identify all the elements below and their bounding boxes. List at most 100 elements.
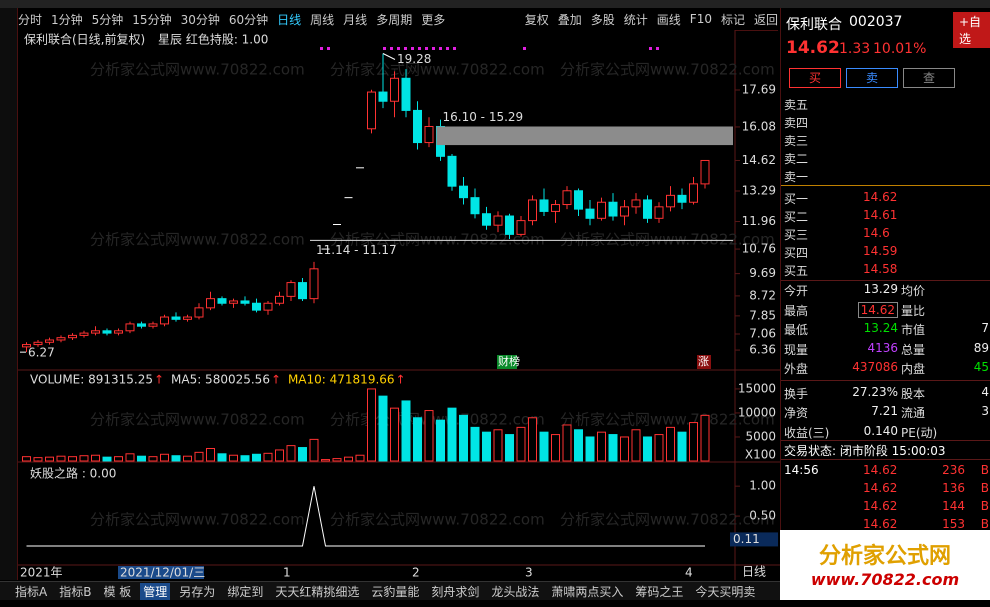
tab[interactable]: 今天买明卖 bbox=[695, 584, 756, 599]
tool-button[interactable]: 叠加 bbox=[557, 12, 582, 27]
volume-bar bbox=[597, 431, 606, 462]
tab[interactable]: 指标A bbox=[15, 584, 48, 599]
stat-label: 收益(三) bbox=[784, 425, 830, 440]
tab[interactable]: 模 板 bbox=[103, 584, 132, 599]
candle-body bbox=[643, 199, 652, 219]
stat-value: 13.24 bbox=[863, 321, 898, 335]
tool-button[interactable]: 标记 bbox=[720, 12, 745, 27]
tool-button[interactable]: 多股 bbox=[590, 12, 615, 27]
tab[interactable]: 管理 bbox=[140, 582, 171, 600]
trade-button[interactable]: 查 bbox=[903, 68, 955, 88]
volume-bar bbox=[91, 454, 100, 462]
volume-bar bbox=[493, 429, 503, 462]
volume-bar bbox=[298, 447, 307, 462]
stat-value: 45 bbox=[973, 360, 989, 374]
candle-body bbox=[574, 190, 583, 210]
candle-body bbox=[194, 307, 204, 318]
candle-body bbox=[217, 298, 227, 304]
quote-panel: 保利联合 002037 +自选 14.62 1.33 10.01% 买卖查卖五 卖四 卖三 卖二卖… bbox=[780, 8, 990, 600]
tab[interactable]: 天天红精挑细选 bbox=[275, 584, 360, 599]
legend-arrow: ↑ bbox=[154, 373, 164, 387]
period-button[interactable]: 更多 bbox=[421, 12, 446, 27]
stat-value: 27.23% bbox=[852, 384, 898, 399]
tab[interactable]: 指标B bbox=[59, 584, 92, 599]
period-button[interactable]: 分时 bbox=[18, 12, 43, 27]
tab[interactable]: 绑定到 bbox=[227, 584, 264, 599]
tool-button[interactable]: 画线 bbox=[656, 12, 681, 27]
tab[interactable]: 筹码之王 bbox=[635, 584, 684, 599]
volume-bar bbox=[654, 434, 664, 462]
trade-button[interactable]: 卖 bbox=[846, 68, 898, 88]
volume-bar bbox=[367, 388, 376, 462]
trade-button[interactable]: 买 bbox=[789, 68, 841, 88]
y-tick-label: 17.69 bbox=[742, 82, 776, 96]
period-button[interactable]: 30分钟 bbox=[180, 12, 220, 27]
stat-label: 外盘 bbox=[784, 362, 809, 376]
price: 14.62 bbox=[786, 38, 840, 58]
tool-button[interactable]: 复权 bbox=[524, 12, 549, 27]
tool-button[interactable]: 返回 bbox=[753, 12, 778, 27]
watermark: 分析家公式网www.70822.com bbox=[90, 411, 305, 429]
watermark: 分析家公式网www.70822.com bbox=[330, 231, 545, 249]
trade-side: B bbox=[980, 481, 989, 495]
period-button[interactable]: 15分钟 bbox=[132, 12, 172, 27]
stat-label: 总量 bbox=[901, 342, 926, 357]
marker-dot bbox=[404, 47, 407, 50]
candle-body bbox=[183, 316, 192, 320]
period-button[interactable]: 60分钟 bbox=[228, 12, 269, 27]
stat-value: 89 bbox=[973, 340, 989, 355]
tab[interactable]: 云豹量能 bbox=[371, 584, 420, 599]
stat-label: PE(动) bbox=[901, 425, 938, 440]
stat-value: 0.140 bbox=[863, 423, 898, 438]
candle-body bbox=[160, 316, 169, 325]
volume-bar bbox=[114, 456, 123, 462]
zone bbox=[436, 126, 733, 146]
tab[interactable]: 刻舟求剑 bbox=[431, 584, 480, 599]
marker-dot bbox=[383, 47, 386, 50]
volume-bar bbox=[263, 452, 273, 462]
volume-bar bbox=[378, 395, 388, 462]
candle-body bbox=[551, 204, 560, 212]
add-watch[interactable]: +自选 bbox=[953, 12, 990, 48]
candle-body bbox=[505, 215, 514, 235]
volume-bar bbox=[390, 407, 399, 462]
tag: 财榜 bbox=[498, 354, 520, 368]
stat-label: 最低 bbox=[784, 323, 809, 337]
marker-dot bbox=[446, 47, 449, 50]
volume-bar bbox=[551, 434, 560, 462]
candle-body bbox=[470, 197, 480, 215]
tab-bar: 指标A 指标B 模 板管理 另存为 绑定到 天天红精挑细选 云豹量能 刻舟求剑 龙头战法 萧啸两点… bbox=[0, 581, 780, 600]
tool-button[interactable]: 统计 bbox=[623, 12, 648, 27]
tool-button[interactable]: F10 bbox=[689, 12, 712, 26]
candle-body bbox=[597, 201, 606, 219]
trade-volume: 136 bbox=[942, 481, 965, 495]
candle-body bbox=[367, 91, 376, 130]
y-tick-label: 15000 bbox=[738, 381, 776, 395]
period-button[interactable]: 月线 bbox=[343, 12, 368, 27]
top-menu bbox=[0, 0, 990, 8]
period-button[interactable]: 多周期 bbox=[376, 12, 413, 27]
volume-bar bbox=[45, 456, 54, 462]
marker-dot bbox=[453, 47, 456, 50]
volume-bar bbox=[148, 456, 158, 462]
tab[interactable]: 另存为 bbox=[179, 584, 216, 599]
candle-body bbox=[309, 268, 319, 300]
candle-body bbox=[654, 206, 664, 219]
watermark: 分析家公式网www.70822.com bbox=[560, 411, 775, 429]
watermark: 分析家公式网www.70822.com bbox=[560, 61, 775, 79]
period-button[interactable]: 5分钟 bbox=[91, 12, 124, 27]
period-button[interactable]: 日线 bbox=[277, 12, 302, 27]
panel-borders bbox=[18, 30, 780, 580]
tab[interactable]: 龙头战法 bbox=[491, 584, 540, 599]
stat-label: 现量 bbox=[784, 342, 809, 357]
indicator-legend: 妖股之路 : 0.00 bbox=[30, 466, 116, 481]
volume-bar bbox=[436, 419, 445, 462]
period-button[interactable]: 周线 bbox=[310, 12, 335, 27]
bid-price: 14.62 bbox=[863, 190, 898, 204]
trade-price: 14.62 bbox=[863, 463, 898, 477]
period-button[interactable]: 1分钟 bbox=[51, 12, 83, 27]
candle-body bbox=[378, 91, 388, 102]
tab[interactable]: 萧啸两点买入 bbox=[551, 584, 624, 599]
candle-body bbox=[424, 125, 434, 144]
marker-dot bbox=[432, 47, 435, 50]
